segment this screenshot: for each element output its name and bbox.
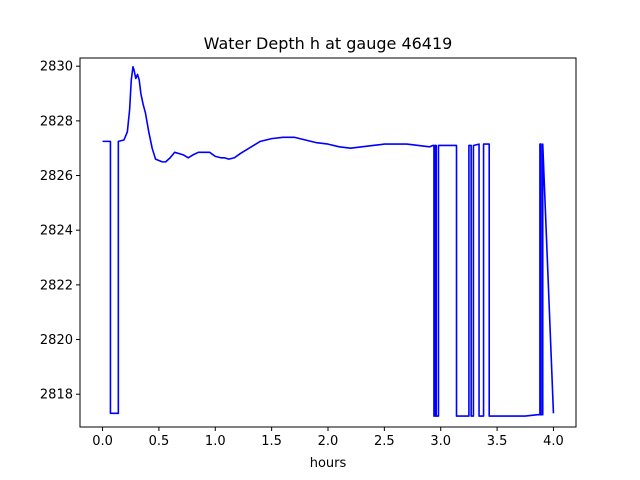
y-tick-label: 2828 <box>40 114 73 129</box>
y-tick-label: 2822 <box>40 278 73 293</box>
chart-title: Water Depth h at gauge 46419 <box>204 34 453 53</box>
x-tick-label: 4.0 <box>543 434 564 449</box>
x-axis-label: hours <box>310 456 347 471</box>
series-layer <box>102 65 555 417</box>
y-tick-label: 2820 <box>40 333 73 348</box>
x-tick-label: 3.5 <box>487 434 508 449</box>
x-tick-label: 1.0 <box>205 434 226 449</box>
series-line <box>102 65 555 417</box>
x-tick-label: 0.5 <box>149 434 170 449</box>
y-axis: 2818 2820 2822 2824 2826 2828 2830 <box>40 60 80 403</box>
y-tick-label: 2824 <box>40 224 73 239</box>
x-tick-label: 2.5 <box>374 434 395 449</box>
x-axis: 0.0 0.5 1.0 1.5 2.0 2.5 3.0 3.5 4.0 <box>92 427 564 449</box>
x-tick-label: 2.0 <box>318 434 339 449</box>
x-tick-label: 1.5 <box>261 434 282 449</box>
x-tick-label: 0.0 <box>92 434 113 449</box>
plot-background <box>80 58 576 427</box>
y-tick-label: 2830 <box>40 60 73 75</box>
x-tick-label: 3.0 <box>430 434 451 449</box>
y-tick-label: 2826 <box>40 169 73 184</box>
y-tick-label: 2818 <box>40 388 73 403</box>
